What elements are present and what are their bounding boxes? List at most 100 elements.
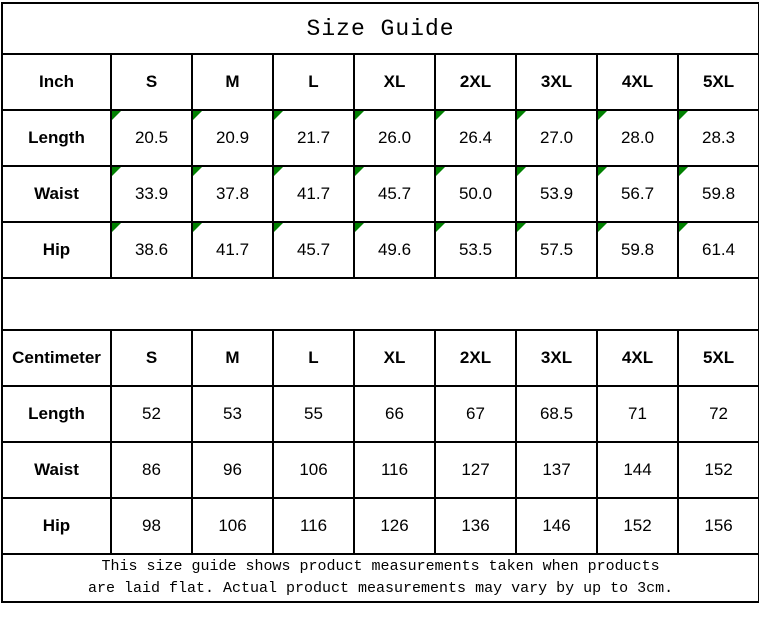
- table-cell: 66: [353, 385, 436, 443]
- cm-size-header-3xl: 3XL: [515, 329, 598, 387]
- corner-triangle-icon: [599, 224, 607, 232]
- cm-header-row: Centimeter S M L XL 2XL 3XL 4XL 5XL: [1, 329, 759, 387]
- cell-value: 137: [542, 460, 571, 479]
- inch-size-header-m: M: [191, 53, 274, 111]
- inch-hip-row: Hip 38.6 41.7 45.7 49.6 53.5 57.5 59.8 6…: [1, 221, 759, 279]
- corner-triangle-icon: [680, 112, 688, 120]
- corner-triangle-icon: [356, 224, 364, 232]
- corner-triangle-icon: [275, 224, 283, 232]
- cell-value: 146: [542, 516, 571, 535]
- cell-value: 156: [704, 516, 733, 535]
- cm-size-header-2xl: 2XL: [434, 329, 517, 387]
- spacer-cell: [0, 277, 759, 331]
- cell-value: 45.7: [377, 184, 412, 203]
- cm-size-header-4xl: 4XL: [596, 329, 679, 387]
- cell-value: 56.7: [620, 184, 655, 203]
- cm-size-header-s: S: [110, 329, 193, 387]
- table-cell: 136: [434, 497, 517, 555]
- corner-triangle-icon: [518, 224, 526, 232]
- corner-triangle-icon: [275, 112, 283, 120]
- row-label: Waist: [1, 165, 112, 223]
- table-cell: 53.9: [515, 165, 598, 223]
- cell-value: 59.8: [620, 240, 655, 259]
- footer-note-line1: This size guide shows product measuremen…: [101, 557, 660, 575]
- table-cell: 27.0: [515, 109, 598, 167]
- row-label: Hip: [1, 497, 112, 555]
- cm-size-header-xl: XL: [353, 329, 436, 387]
- inch-size-header-4xl: 4XL: [596, 53, 679, 111]
- corner-triangle-icon: [356, 168, 364, 176]
- cell-value: 26.0: [377, 128, 412, 147]
- corner-triangle-icon: [113, 112, 121, 120]
- table-cell: 106: [191, 497, 274, 555]
- cell-value: 127: [461, 460, 490, 479]
- table-cell: 41.7: [191, 221, 274, 279]
- cell-value: 28.3: [702, 128, 736, 147]
- table-cell: 156: [676, 497, 759, 555]
- cell-value: 71: [628, 404, 647, 423]
- table-cell: 98: [110, 497, 193, 555]
- cell-value: 28.0: [620, 128, 655, 147]
- row-label: Hip: [1, 221, 112, 279]
- corner-triangle-icon: [599, 168, 607, 176]
- corner-triangle-icon: [275, 168, 283, 176]
- table-cell: 86: [110, 441, 193, 499]
- table-cell: 127: [434, 441, 517, 499]
- table-cell: 106: [272, 441, 355, 499]
- cell-value: 50.0: [458, 184, 493, 203]
- inch-waist-row: Waist 33.9 37.8 41.7 45.7 50.0 53.9 56.7…: [1, 165, 759, 223]
- row-label: Waist: [1, 441, 112, 499]
- cell-value: 98: [142, 516, 161, 535]
- table-cell: 28.3: [676, 109, 759, 167]
- footer-row: This size guide shows product measuremen…: [0, 553, 759, 603]
- table-cell: 96: [191, 441, 274, 499]
- corner-triangle-icon: [599, 112, 607, 120]
- size-guide-table: Size Guide Inch S M L XL 2XL 3XL 4XL 5XL…: [0, 2, 759, 603]
- inch-header-row: Inch S M L XL 2XL 3XL 4XL 5XL: [1, 53, 759, 111]
- cell-value: 49.6: [377, 240, 412, 259]
- cell-value: 59.8: [702, 184, 736, 203]
- inch-length-row: Length 20.5 20.9 21.7 26.0 26.4 27.0 28.…: [1, 109, 759, 167]
- inch-size-header-5xl: 5XL: [676, 53, 759, 111]
- table-cell: 38.6: [110, 221, 193, 279]
- table-cell: 53.5: [434, 221, 517, 279]
- table-cell: 37.8: [191, 165, 274, 223]
- table-cell: 146: [515, 497, 598, 555]
- cell-value: 45.7: [296, 240, 331, 259]
- table-cell: 52: [110, 385, 193, 443]
- cell-value: 66: [385, 404, 404, 423]
- table-cell: 59.8: [676, 165, 759, 223]
- cell-value: 52: [142, 404, 161, 423]
- table-cell: 20.9: [191, 109, 274, 167]
- table-cell: 53: [191, 385, 274, 443]
- table-cell: 59.8: [596, 221, 679, 279]
- row-label: Length: [1, 385, 112, 443]
- table-cell: 144: [596, 441, 679, 499]
- cell-value: 116: [380, 460, 409, 479]
- table-cell: 71: [596, 385, 679, 443]
- cm-waist-row: Waist 86 96 106 116 127 137 144 152: [1, 441, 759, 499]
- table-cell: 45.7: [353, 165, 436, 223]
- cell-value: 33.9: [134, 184, 169, 203]
- cell-value: 53: [223, 404, 242, 423]
- corner-triangle-icon: [437, 224, 445, 232]
- cm-hip-row: Hip 98 106 116 126 136 146 152 156: [1, 497, 759, 555]
- table-cell: 26.4: [434, 109, 517, 167]
- table-cell: 41.7: [272, 165, 355, 223]
- corner-triangle-icon: [194, 112, 202, 120]
- table-cell: 116: [272, 497, 355, 555]
- corner-triangle-icon: [194, 168, 202, 176]
- cell-value: 96: [223, 460, 242, 479]
- cell-value: 37.8: [215, 184, 250, 203]
- corner-triangle-icon: [518, 168, 526, 176]
- table-cell: 126: [353, 497, 436, 555]
- row-label: Length: [1, 109, 112, 167]
- cell-value: 26.4: [458, 128, 493, 147]
- table-cell: 20.5: [110, 109, 193, 167]
- cell-value: 136: [461, 516, 490, 535]
- corner-triangle-icon: [113, 224, 121, 232]
- cell-value: 21.7: [296, 128, 331, 147]
- table-cell: 72: [676, 385, 759, 443]
- cell-value: 20.5: [134, 128, 169, 147]
- cm-size-header-m: M: [191, 329, 274, 387]
